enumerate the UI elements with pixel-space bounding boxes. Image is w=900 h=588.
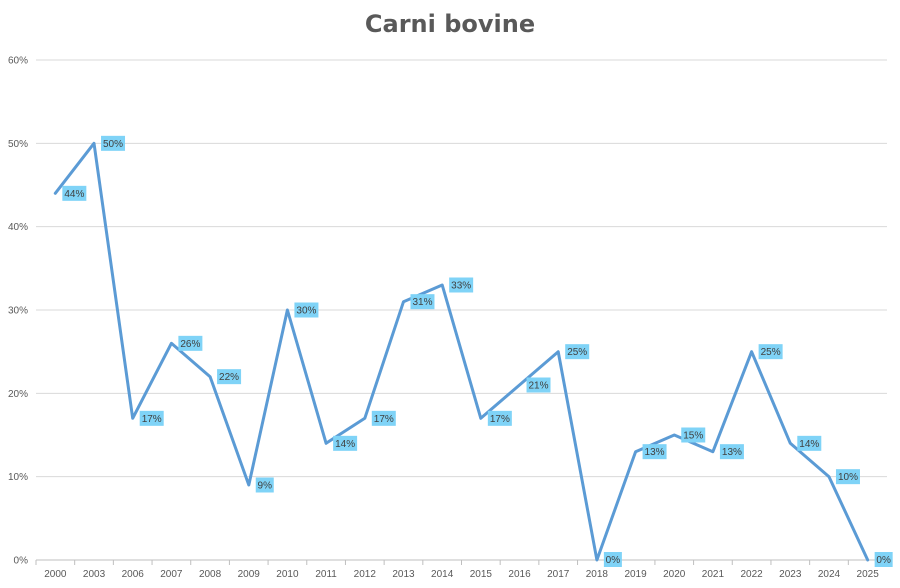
data-label-box [449, 277, 474, 293]
x-tick-label: 2008 [199, 569, 222, 580]
data-label: 25% [567, 347, 587, 358]
data-label: 15% [683, 431, 703, 442]
x-tick-label: 2014 [431, 569, 454, 580]
data-label: 33% [451, 281, 471, 292]
data-label: 0% [876, 555, 891, 566]
x-tick-label: 2022 [740, 569, 763, 580]
x-tick-label: 2019 [624, 569, 647, 580]
data-label-box [565, 344, 590, 360]
x-tick-label: 2011 [315, 569, 337, 580]
x-tick-label: 2013 [392, 569, 415, 580]
x-tick-label: 2021 [702, 569, 725, 580]
x-tick-label: 2023 [779, 569, 802, 580]
data-label: 17% [374, 414, 394, 425]
data-label-box [526, 377, 551, 393]
series-line [53, 141, 870, 562]
x-tick-label: 2017 [547, 569, 570, 580]
x-tick-label: 2024 [818, 569, 841, 580]
data-label: 17% [142, 414, 162, 425]
x-tick-label: 2015 [470, 569, 493, 580]
data-label-box [255, 477, 274, 493]
chart-title: Carni bovine [364, 10, 536, 38]
x-tick-label: 2010 [276, 569, 299, 580]
data-label-box [874, 552, 893, 567]
x-tick-label: 2025 [857, 569, 880, 580]
data-label-box [603, 552, 622, 567]
data-label: 25% [761, 347, 781, 358]
data-label: 30% [296, 306, 316, 317]
data-label-box [371, 410, 396, 426]
data-label: 26% [180, 339, 200, 350]
data-label: 31% [412, 297, 432, 308]
data-label: 13% [645, 447, 665, 458]
data-label: 0% [606, 555, 621, 566]
data-label: 14% [335, 439, 355, 450]
x-tick-label: 2012 [354, 569, 377, 580]
data-label: 44% [64, 189, 84, 200]
data-label-box [294, 302, 319, 318]
x-tick-label: 2020 [663, 569, 686, 580]
x-tick-label: 2007 [160, 569, 183, 580]
data-label-box [758, 344, 783, 360]
x-tick-label: 2006 [122, 569, 145, 580]
x-tick-label: 2003 [83, 569, 106, 580]
data-label-box [681, 427, 706, 443]
data-label: 9% [258, 481, 273, 492]
y-tick-label: 30% [8, 306, 28, 317]
data-label-box [487, 410, 512, 426]
data-label-box [62, 185, 87, 201]
data-label-box [101, 135, 126, 151]
data-label: 10% [838, 472, 858, 483]
data-label-box [719, 444, 744, 460]
x-tick-label: 2000 [44, 569, 67, 580]
data-label-box [835, 469, 860, 485]
y-tick-label: 20% [8, 389, 28, 400]
data-label: 50% [103, 139, 123, 150]
y-tick-label: 10% [8, 472, 28, 483]
data-label: 13% [722, 447, 742, 458]
x-tick-label: 2009 [238, 569, 261, 580]
data-label-box [178, 335, 203, 351]
data-label-box [139, 410, 164, 426]
y-tick-label: 60% [8, 56, 28, 67]
data-label: 14% [799, 439, 819, 450]
data-label-box [217, 369, 242, 385]
data-label-box [642, 444, 667, 460]
y-tick-label: 0% [14, 556, 29, 567]
x-tick-label: 2016 [508, 569, 531, 580]
data-label: 17% [490, 414, 510, 425]
data-label: 22% [219, 372, 239, 383]
data-label-box [797, 435, 822, 451]
y-tick-label: 40% [8, 222, 28, 233]
data-label-box [410, 294, 435, 310]
data-label-box [333, 435, 358, 451]
x-tick-label: 2018 [586, 569, 609, 580]
y-tick-label: 50% [8, 139, 28, 150]
data-label: 21% [529, 381, 549, 392]
